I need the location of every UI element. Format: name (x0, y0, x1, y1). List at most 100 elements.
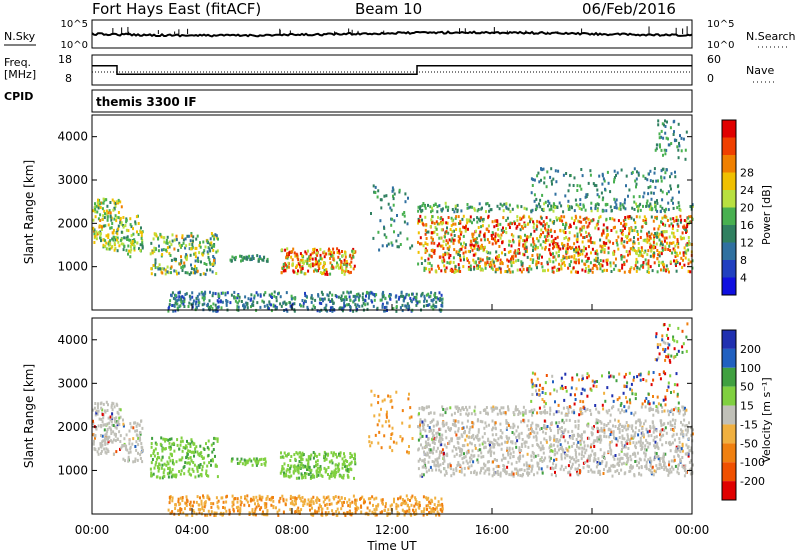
scatter-cell (102, 224, 105, 228)
scatter-cell (672, 120, 675, 124)
scatter-cell (342, 473, 345, 477)
scatter-cell (95, 237, 98, 241)
scatter-cell (513, 251, 516, 255)
scatter-cell (662, 268, 665, 272)
scatter-cell (536, 174, 539, 178)
scatter-cell (428, 268, 431, 271)
scatter-cell (116, 423, 119, 427)
scatter-cell (482, 455, 485, 459)
scatter-cell (532, 258, 535, 262)
scatter-cell (122, 457, 125, 461)
scatter-cell (579, 227, 582, 231)
scatter-cell (540, 262, 543, 266)
scatter-cell (275, 299, 278, 303)
scatter-cell (168, 305, 171, 309)
scatter-cell (656, 231, 659, 235)
scatter-cell (336, 247, 339, 251)
scatter-cell (345, 259, 348, 263)
scatter-cell (214, 309, 217, 313)
scatter-cell (122, 224, 125, 227)
scatter-cell (568, 455, 571, 459)
scatter-cell (661, 206, 664, 210)
scatter-cell (427, 257, 430, 261)
scatter-cell (511, 222, 513, 226)
scatter-cell (681, 465, 684, 468)
scatter-cell (163, 236, 166, 240)
scatter-cell (112, 228, 115, 232)
scatter-cell (669, 467, 672, 471)
scatter-cell (328, 474, 331, 478)
scatter-cell (568, 418, 571, 422)
scatter-cell (672, 206, 675, 210)
scatter-cell (404, 192, 407, 196)
scatter-cell (264, 457, 267, 461)
scatter-cell (102, 416, 105, 420)
scatter-cell (578, 230, 581, 234)
scatter-cell (304, 272, 307, 276)
scatter-cell (196, 469, 199, 473)
scatter-cell (417, 205, 420, 209)
scatter-cell (670, 470, 673, 474)
scatter-cell (493, 471, 496, 475)
scatter-cell (486, 227, 488, 231)
scatter-cell (169, 469, 171, 473)
scatter-cell (601, 244, 604, 248)
scatter-cell (253, 457, 255, 461)
scatter-cell (591, 470, 594, 474)
scatter-cell (507, 460, 510, 464)
scatter-cell (381, 305, 384, 309)
scatter-cell (481, 258, 484, 262)
scatter-cell (353, 299, 356, 303)
scatter-cell (334, 469, 336, 473)
scatter-cell (93, 406, 96, 410)
scatter-cell (512, 238, 514, 242)
scatter-cell (562, 244, 565, 248)
scatter-cell (632, 452, 634, 456)
scatter-cell (433, 251, 436, 255)
scatter-cell (106, 435, 109, 439)
scatter-cell (210, 463, 212, 467)
scatter-cell (530, 232, 532, 236)
scatter-cell (183, 472, 186, 476)
scatter-cell (631, 248, 634, 252)
scatter-cell (532, 240, 535, 244)
scatter-cell (350, 256, 353, 260)
scatter-cell (175, 460, 178, 464)
scatter-cell (424, 248, 427, 252)
scatter-cell (411, 244, 414, 248)
scatter-cell (571, 429, 574, 433)
scatter-cell (173, 238, 176, 242)
scatter-cell (422, 424, 424, 427)
scatter-cell (476, 458, 479, 462)
scatter-cell (391, 449, 394, 453)
scatter-cell (668, 270, 670, 274)
scatter-cell (478, 202, 481, 206)
colorbar-cell (722, 155, 736, 173)
scatter-cell (94, 205, 97, 209)
scatter-cell (572, 442, 575, 445)
scatter-cell (510, 440, 512, 444)
scatter-cell (154, 263, 156, 267)
scatter-cell (606, 262, 609, 266)
scatter-cell (445, 266, 448, 270)
scatter-cell (462, 214, 465, 218)
scatter-cell (393, 192, 396, 196)
scatter-cell (565, 250, 567, 254)
scatter-cell (175, 234, 178, 238)
scatter-cell (642, 435, 645, 439)
scatter-cell (661, 246, 664, 250)
scatter-cell (437, 297, 440, 301)
scatter-cell (113, 241, 116, 245)
scatter-cell (520, 442, 523, 446)
scatter-cell (660, 179, 663, 183)
scatter-cell (512, 234, 515, 238)
scatter-cell (505, 231, 508, 235)
scatter-cell (430, 231, 433, 235)
scatter-cell (685, 249, 688, 253)
scatter-cell (377, 401, 380, 405)
scatter-cell (677, 184, 680, 188)
scatter-cell (127, 229, 130, 233)
scatter-cell (459, 254, 461, 257)
scatter-cell (671, 441, 674, 445)
